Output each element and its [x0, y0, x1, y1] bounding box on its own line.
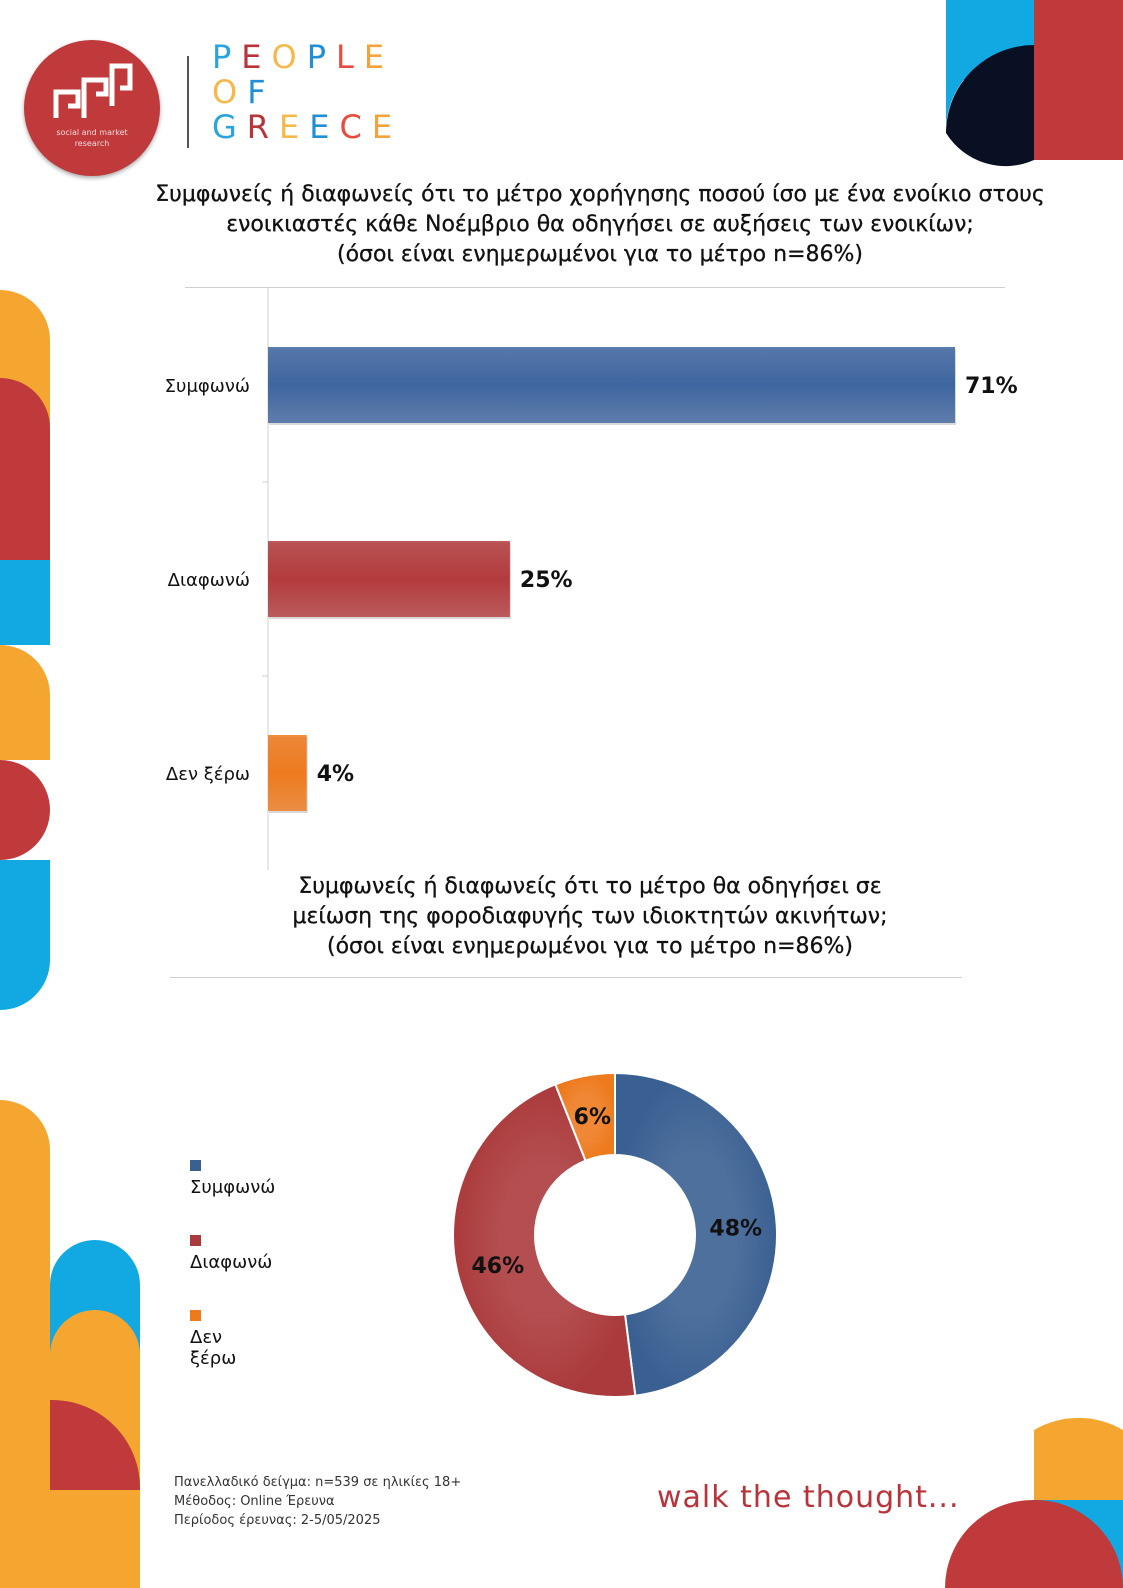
wordmark-letter: R	[246, 108, 280, 146]
chart1-title-line1: Συμφωνείς ή διαφωνείς ότι το μέτρο χορήγ…	[155, 182, 1045, 207]
footnote-method: Μέθοδος: Online Έρευνα	[174, 1494, 335, 1509]
wordmark-letter: E	[309, 108, 340, 146]
chart2-title-line3: (όσοι είναι ενημερωμένοι για το μέτρο n=…	[327, 934, 853, 959]
wordmark-letter: E	[363, 38, 395, 76]
survey-footnote: Πανελλαδικό δείγμα: n=539 σε ηλικίες 18+…	[174, 1473, 461, 1530]
people-of-greece-wordmark: PEOPLE OF GREECE	[212, 40, 402, 145]
logo-divider	[187, 56, 189, 148]
chart2-title-line1: Συμφωνείς ή διαφωνείς ότι το μέτρο θα οδ…	[298, 874, 882, 899]
bar-0	[268, 347, 955, 423]
chart2-title-line2: μείωση της φοροδιαφυγής των ιδιοκτητών α…	[292, 904, 888, 929]
slice-value-label: 46%	[471, 1254, 524, 1279]
logo-subtitle-line1: social and market	[56, 128, 128, 137]
donut-slice-2	[554, 1071, 616, 1162]
donut-slice-0	[614, 1071, 778, 1397]
legend-label: Συμφωνώ	[190, 1177, 276, 1198]
chart2-title-rule	[170, 977, 962, 978]
logo-subtitle-line2: research	[74, 139, 110, 148]
value-label: 71%	[965, 374, 1018, 399]
bar-2	[268, 735, 307, 811]
wordmark-letter: F	[247, 73, 276, 111]
slice-value-label: 6%	[574, 1105, 611, 1130]
wordmark-people: PEOPLE	[212, 40, 402, 75]
donut-chart: 48% 46% 6%	[452, 1071, 778, 1398]
wordmark-letter: E	[241, 38, 272, 76]
footnote-sample: Πανελλαδικό δείγμα: n=539 σε ηλικίες 18+	[174, 1475, 462, 1490]
wordmark-letter: O	[212, 73, 248, 111]
legend-label: Δεν ξέρω	[190, 1327, 237, 1369]
wordmark-letter: G	[212, 108, 247, 146]
logo-mark-icon	[53, 63, 133, 118]
legend-item: Δεν ξέρω	[190, 1306, 236, 1369]
wordmark-letter: C	[339, 108, 372, 146]
wordmark-greece: GREECE	[212, 110, 402, 145]
slice-value-label: 48%	[709, 1216, 762, 1241]
chart2-title: Συμφωνείς ή διαφωνείς ότι το μέτρο θα οδ…	[220, 872, 960, 962]
value-label: 25%	[520, 568, 573, 593]
wordmark-letter: P	[212, 38, 242, 76]
chart1-title-line2: ενοικιαστές κάθε Νοέμβριο θα οδηγήσει σε…	[226, 212, 974, 237]
value-label: 4%	[317, 762, 354, 787]
legend-swatch	[190, 1310, 201, 1321]
footnote-period: Περίοδος έρευνας: 2-5/05/2025	[174, 1513, 381, 1528]
wordmark-letter: E	[279, 108, 310, 146]
wordmark-letter: E	[371, 108, 403, 146]
legend-swatch	[190, 1235, 201, 1246]
donut-slice-1	[452, 1083, 637, 1398]
tagline: walk the thought...	[657, 1480, 960, 1515]
company-logo: social and market research	[24, 40, 160, 176]
legend-label: Διαφωνώ	[190, 1252, 273, 1273]
wordmark-letter: P	[306, 38, 336, 76]
wordmark-of: OF	[212, 75, 402, 110]
bar-chart: Συμφωνώ 71% Διαφωνώ 25% Δεν ξέρω 4%	[165, 288, 1018, 870]
category-label: Δεν ξέρω	[166, 764, 250, 785]
legend-item: Διαφωνώ	[190, 1231, 272, 1273]
legend-swatch	[190, 1160, 201, 1171]
wordmark-letter: L	[336, 38, 364, 76]
bar-1	[268, 541, 510, 617]
category-label: Συμφωνώ	[165, 376, 250, 397]
legend-item: Συμφωνώ	[190, 1156, 275, 1198]
chart1-title: Συμφωνείς ή διαφωνείς ότι το μέτρο χορήγ…	[120, 180, 1080, 270]
category-label: Διαφωνώ	[168, 570, 250, 591]
wordmark-letter: O	[271, 38, 307, 76]
chart1-title-rule	[185, 287, 1005, 288]
chart1-title-line3: (όσοι είναι ενημερωμένοι για το μέτρο n=…	[337, 242, 863, 267]
